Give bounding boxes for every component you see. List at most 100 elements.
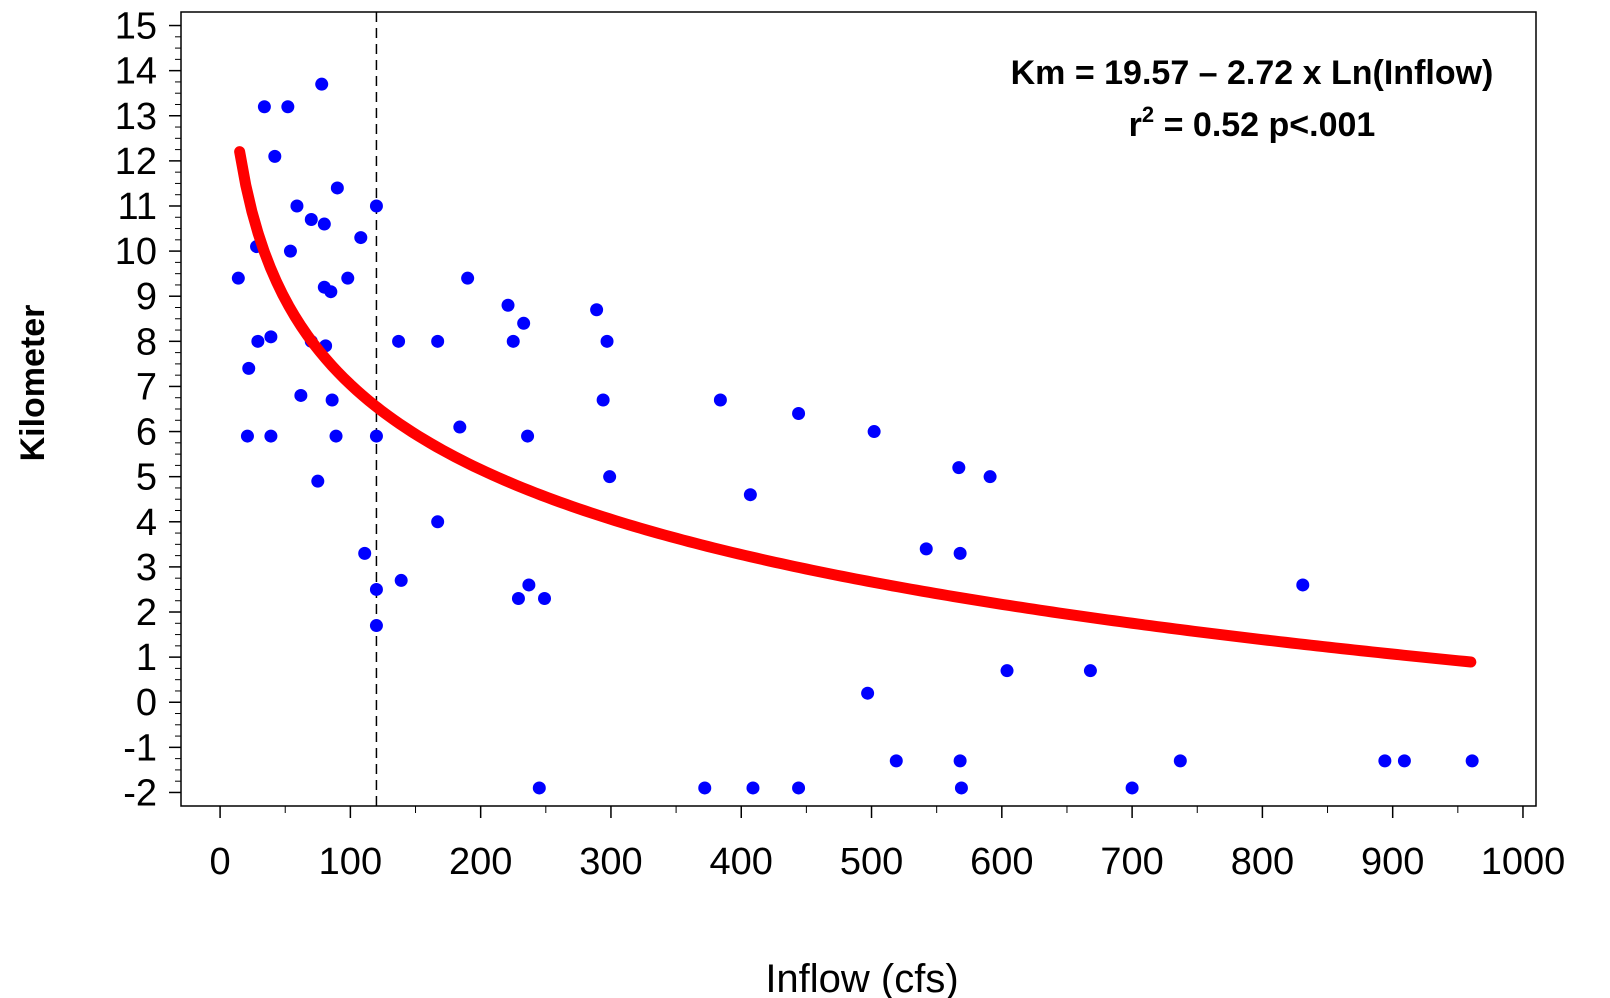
data-point: [792, 407, 806, 421]
data-point: [311, 474, 325, 488]
data-point: [590, 303, 604, 317]
x-tick-label: 400: [710, 841, 773, 883]
r-squared-symbol: r: [1129, 106, 1142, 144]
data-point: [1465, 754, 1479, 768]
data-point: [281, 100, 295, 114]
y-tick-label: 0: [136, 682, 157, 724]
data-point: [392, 334, 406, 348]
x-tick-label: 200: [449, 841, 512, 883]
y-tick-label: 11: [118, 186, 157, 228]
data-point: [713, 393, 727, 407]
data-point: [511, 591, 525, 605]
data-point: [315, 77, 329, 91]
data-point: [461, 271, 475, 285]
data-point: [264, 429, 278, 443]
data-point: [1378, 754, 1392, 768]
data-point: [521, 429, 535, 443]
data-point: [264, 330, 278, 344]
data-points: [231, 77, 1479, 795]
data-point: [1083, 664, 1097, 678]
data-point: [358, 546, 372, 560]
data-point: [325, 393, 339, 407]
y-tick-label: 5: [136, 457, 157, 499]
data-point: [532, 781, 546, 795]
data-point: [698, 781, 712, 795]
data-point: [354, 231, 368, 245]
data-point: [983, 470, 997, 484]
x-tick-label: 500: [840, 841, 903, 883]
y-tick-label: 10: [115, 231, 157, 273]
data-point: [369, 199, 383, 213]
data-point: [240, 429, 254, 443]
y-axis-title: Kilometer: [14, 305, 52, 462]
data-point: [538, 591, 552, 605]
data-point: [501, 298, 515, 312]
data-point: [330, 181, 344, 195]
data-point: [369, 619, 383, 633]
y-tick-label: 2: [136, 592, 157, 634]
y-tick-label: 3: [136, 547, 157, 589]
y-tick-label: 1: [136, 637, 157, 679]
data-point: [304, 213, 318, 227]
data-point: [369, 429, 383, 443]
data-point: [867, 425, 881, 439]
x-tick-label: 100: [319, 841, 382, 883]
x-tick-label: 800: [1231, 841, 1294, 883]
y-tick-label: 15: [115, 6, 157, 48]
data-point: [522, 578, 536, 592]
fit-curve: [234, 146, 1477, 668]
data-point: [600, 334, 614, 348]
data-point: [369, 582, 383, 596]
data-point: [517, 316, 531, 330]
data-point: [431, 334, 445, 348]
x-tick-label: 600: [970, 841, 1033, 883]
x-tick-label: 700: [1100, 841, 1163, 883]
data-point: [1173, 754, 1187, 768]
r-squared-exponent: 2: [1142, 102, 1154, 127]
data-point: [919, 542, 933, 556]
data-point: [1397, 754, 1411, 768]
data-point: [268, 149, 282, 163]
data-point: [889, 754, 903, 768]
data-point: [453, 420, 467, 434]
y-tick-label: 6: [136, 412, 157, 454]
data-point: [506, 334, 520, 348]
y-tick-label: 13: [115, 96, 157, 138]
y-tick-label: -1: [123, 727, 157, 769]
y-tick-label: 12: [115, 141, 157, 183]
data-point: [603, 470, 617, 484]
data-point: [294, 388, 308, 402]
data-point: [743, 488, 757, 502]
data-point: [1125, 781, 1139, 795]
equation-line-2: r2 = 0.52 p<.001: [1129, 102, 1376, 144]
data-point: [861, 686, 875, 700]
data-point: [953, 546, 967, 560]
data-point: [792, 781, 806, 795]
data-point: [431, 515, 445, 529]
data-point: [952, 461, 966, 475]
data-point: [953, 754, 967, 768]
y-tick-label: -2: [123, 772, 157, 814]
y-tick-label: 4: [136, 502, 157, 544]
data-point: [317, 217, 331, 231]
data-point: [394, 573, 408, 587]
data-point: [257, 100, 271, 114]
data-point: [251, 334, 265, 348]
x-tick-label: 0: [210, 841, 231, 883]
data-point: [324, 285, 338, 299]
equation-line-1: Km = 19.57 – 2.72 x Ln(Inflow): [1011, 54, 1494, 92]
data-point: [283, 244, 297, 258]
x-tick-label: 900: [1361, 841, 1424, 883]
x-axis-title: Inflow (cfs): [765, 957, 958, 998]
x-tick-label: 300: [579, 841, 642, 883]
data-point: [596, 393, 610, 407]
data-point: [1296, 578, 1310, 592]
data-point: [329, 429, 343, 443]
y-tick-label: 9: [136, 276, 157, 318]
data-point: [1000, 664, 1014, 678]
data-point: [746, 781, 760, 795]
r-squared-value: = 0.52 p<.001: [1154, 106, 1375, 144]
data-point: [242, 361, 256, 375]
